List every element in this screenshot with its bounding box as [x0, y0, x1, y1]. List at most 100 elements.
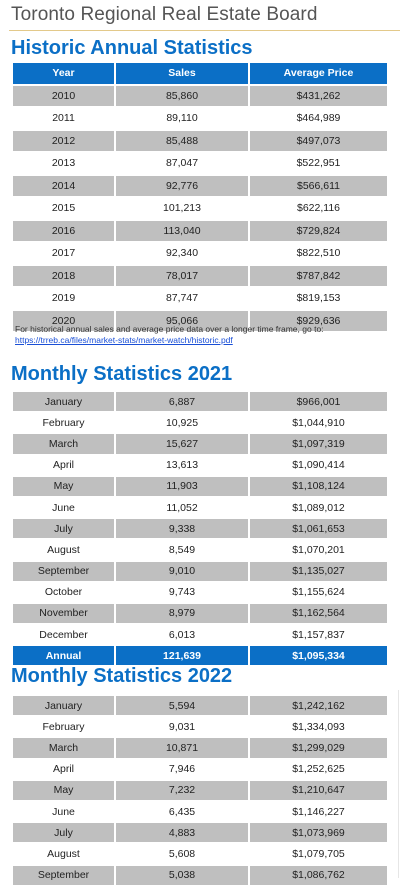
cell-label: August — [12, 843, 115, 865]
cell-sales: 7,232 — [115, 779, 249, 801]
cell-sales: 5,038 — [115, 864, 249, 886]
cell-sales: 92,340 — [115, 242, 249, 265]
cell-price: $464,989 — [249, 107, 388, 130]
cell-sales: 113,040 — [115, 219, 249, 242]
cell-price: $1,334,093 — [249, 716, 388, 738]
table-row: 2017 92,340 $822,510 — [12, 242, 388, 265]
cell-sales: 7,946 — [115, 758, 249, 780]
table-row: April 13,613 $1,090,414 — [12, 454, 388, 476]
table-row: January 5,594 $1,242,162 — [12, 695, 388, 717]
cell-sales: 101,213 — [115, 197, 249, 220]
table-row: June 11,052 $1,089,012 — [12, 496, 388, 519]
cell-price: $497,073 — [249, 129, 388, 152]
cell-label: 2013 — [12, 152, 115, 175]
cell-sales: 5,594 — [115, 695, 249, 717]
table-row: March 10,871 $1,299,029 — [12, 737, 388, 759]
cell-sales: 15,627 — [115, 433, 249, 455]
column-header-average-price: Average Price — [249, 62, 388, 85]
right-edge-divider — [398, 690, 399, 878]
cell-label: August — [12, 539, 115, 561]
table-row: November 8,979 $1,162,564 — [12, 602, 388, 625]
cell-price: $1,157,837 — [249, 624, 388, 646]
cell-sales: 10,925 — [115, 412, 249, 434]
cell-label: September — [12, 560, 115, 582]
historic-section-title: Historic Annual Statistics — [11, 37, 253, 59]
cell-sales: 5,608 — [115, 843, 249, 865]
monthly-2021-table: January 6,887 $966,001 February 10,925 $1,044… — [12, 391, 388, 667]
cell-label: 2015 — [12, 197, 115, 220]
cell-sales: 11,052 — [115, 496, 249, 519]
cell-sales: 4,883 — [115, 822, 249, 844]
table-row: June 6,435 $1,146,227 — [12, 800, 388, 823]
table-row: October 9,743 $1,155,624 — [12, 581, 388, 603]
cell-price: $819,153 — [249, 287, 388, 310]
total-cell-sales: 121,639 — [115, 645, 249, 667]
cell-label: 2011 — [12, 107, 115, 130]
cell-price: $1,146,227 — [249, 800, 388, 823]
cell-price: $1,155,624 — [249, 581, 388, 603]
cell-price: $1,073,969 — [249, 822, 388, 844]
column-header-sales: Sales — [115, 62, 249, 85]
table-row: 2011 89,110 $464,989 — [12, 107, 388, 130]
cell-sales: 6,435 — [115, 800, 249, 823]
cell-price: $566,611 — [249, 174, 388, 197]
table-row: 2015 101,213 $622,116 — [12, 197, 388, 220]
cell-price: $1,070,201 — [249, 539, 388, 561]
cell-price: $1,061,653 — [249, 518, 388, 540]
cell-price: $929,636 — [249, 309, 388, 332]
cell-price: $1,252,625 — [249, 758, 388, 780]
cell-price: $1,086,762 — [249, 864, 388, 886]
cell-price: $1,044,910 — [249, 412, 388, 434]
cell-label: January — [12, 695, 115, 717]
cell-label: 2019 — [12, 287, 115, 310]
historic-note-text: For historical annual sales and average … — [15, 324, 324, 334]
table-row: July 9,338 $1,061,653 — [12, 518, 388, 540]
cell-price: $787,842 — [249, 264, 388, 287]
cell-sales: 89,110 — [115, 107, 249, 130]
historic-table: Year Sales Average Price 2010 85,860 $431,… — [12, 62, 388, 332]
cell-sales: 87,047 — [115, 152, 249, 175]
monthly-2022-section-title: Monthly Statistics 2022 — [11, 665, 233, 687]
cell-price: $1,162,564 — [249, 602, 388, 625]
cell-price: $1,242,162 — [249, 695, 388, 717]
cell-sales: 85,860 — [115, 84, 249, 107]
cell-sales: 8,549 — [115, 539, 249, 561]
board-title: Toronto Regional Real Estate Board — [11, 4, 318, 25]
table-row: January 6,887 $966,001 — [12, 391, 388, 413]
cell-label: 2010 — [12, 84, 115, 107]
cell-label: October — [12, 581, 115, 603]
cell-label: 2014 — [12, 174, 115, 197]
cell-sales: 78,017 — [115, 264, 249, 287]
cell-sales: 8,979 — [115, 602, 249, 625]
cell-label: September — [12, 864, 115, 886]
table-row: February 10,925 $1,044,910 — [12, 412, 388, 434]
cell-sales: 85,488 — [115, 129, 249, 152]
table-row: April 7,946 $1,252,625 — [12, 758, 388, 780]
cell-sales: 87,747 — [115, 287, 249, 310]
table-row: February 9,031 $1,334,093 — [12, 716, 388, 738]
cell-label: July — [12, 518, 115, 540]
table-row: December 6,013 $1,157,837 — [12, 624, 388, 646]
total-cell-label: Annual — [12, 645, 115, 667]
table-row: 2020 95,066 $929,636 — [12, 309, 388, 332]
table-row: August 8,549 $1,070,201 — [12, 539, 388, 561]
cell-label: June — [12, 496, 115, 519]
historic-data-link[interactable]: https://trreb.ca/files/market-stats/mark… — [15, 335, 233, 345]
total-cell-price: $1,095,334 — [249, 645, 388, 667]
cell-price: $1,108,124 — [249, 475, 388, 497]
cell-price: $966,001 — [249, 391, 388, 413]
cell-sales: 9,338 — [115, 518, 249, 540]
table-row: 2018 78,017 $787,842 — [12, 264, 388, 287]
annual-total-row: Annual 121,639 $1,095,334 — [12, 645, 388, 667]
table-row: March 15,627 $1,097,319 — [12, 433, 388, 455]
cell-price: $1,210,647 — [249, 779, 388, 801]
cell-price: $431,262 — [249, 84, 388, 107]
table-row: 2012 85,488 $497,073 — [12, 129, 388, 152]
cell-sales: 9,010 — [115, 560, 249, 582]
title-divider — [9, 30, 400, 31]
cell-label: February — [12, 716, 115, 738]
cell-label: 2018 — [12, 264, 115, 287]
cell-label: March — [12, 433, 115, 455]
cell-sales: 10,871 — [115, 737, 249, 759]
column-header-year: Year — [12, 62, 115, 85]
